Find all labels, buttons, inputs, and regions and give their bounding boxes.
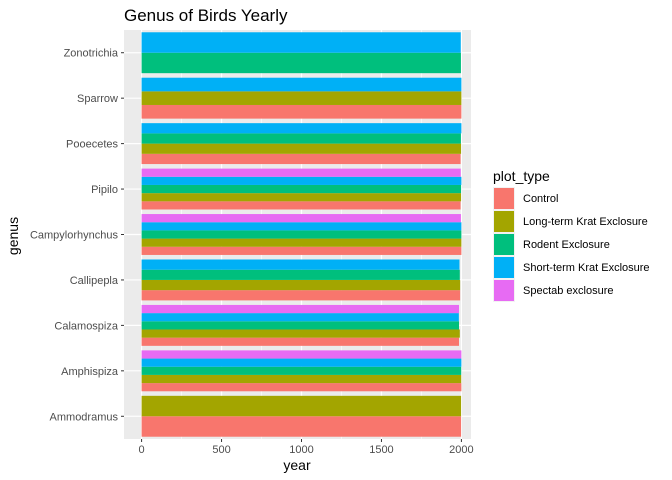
bar — [141, 143, 462, 154]
y-tick-label: Campylorhynchus — [30, 230, 119, 242]
bar — [141, 329, 460, 338]
bar — [141, 193, 462, 202]
y-tick-label: Sparrow — [77, 93, 118, 105]
bar — [141, 184, 462, 194]
legend-key — [494, 234, 514, 255]
x-axis-title: year — [283, 457, 311, 473]
legend: plot_type Control Long-term Krat Exclosur… — [493, 168, 650, 302]
x-tick-label: 0 — [139, 444, 145, 456]
bar — [141, 279, 461, 291]
bar — [141, 123, 462, 134]
bar — [141, 374, 462, 384]
bar — [141, 350, 462, 359]
y-tick-label: Pipilo — [91, 184, 118, 196]
legend-label: Long-term Krat Exclosure — [523, 216, 648, 228]
bar — [141, 304, 460, 314]
bar — [141, 269, 460, 280]
x-tick-label: 1500 — [369, 444, 393, 456]
bar — [141, 259, 460, 270]
y-tick-label: Amphispiza — [61, 366, 119, 378]
bar — [141, 246, 462, 255]
bar — [141, 133, 461, 144]
legend-label: Spectab exclosure — [523, 285, 614, 297]
bar — [141, 395, 462, 417]
legend-title: plot_type — [493, 168, 550, 184]
bar — [141, 52, 461, 74]
bar — [141, 337, 460, 346]
y-axis-title: genus — [5, 217, 21, 255]
bar — [141, 222, 462, 231]
bar — [141, 153, 461, 165]
x-tick-label: 2000 — [449, 444, 473, 456]
legend-label: Control — [523, 193, 558, 205]
bar — [141, 383, 462, 392]
bars — [141, 32, 462, 437]
bar — [141, 77, 462, 92]
bar — [141, 313, 459, 322]
y-tick-label: Pooecetes — [66, 139, 118, 151]
bar — [141, 104, 462, 119]
legend-key — [494, 188, 514, 209]
bar — [141, 168, 461, 177]
y-tick-label: Zonotrichia — [64, 48, 119, 60]
x-axis: 0 500 1000 1500 2000 — [139, 439, 474, 456]
y-tick-label: Callipepla — [70, 275, 119, 287]
bar — [141, 201, 461, 210]
bar — [141, 238, 462, 247]
legend-label: Rodent Exclosure — [523, 239, 610, 251]
bar — [141, 366, 462, 375]
legend-key — [494, 257, 514, 278]
bar — [141, 321, 460, 330]
x-tick-label: 1000 — [289, 444, 313, 456]
bar — [141, 416, 462, 437]
bar — [141, 214, 461, 223]
x-tick-label: 500 — [212, 444, 230, 456]
y-tick-label: Ammodramus — [50, 411, 119, 423]
bar — [141, 91, 462, 105]
y-tick-label: Calamospiza — [54, 320, 118, 332]
bar — [141, 230, 462, 239]
legend-key — [494, 211, 514, 232]
y-axis: Ammodramus Amphispiza Calamospiza Callipepl… — [30, 48, 124, 423]
bar — [141, 176, 462, 185]
bar — [141, 32, 461, 53]
legend-label: Short-term Krat Exclosure — [523, 262, 650, 274]
chart-title: Genus of Birds Yearly — [124, 6, 288, 25]
bar — [141, 290, 461, 301]
bar — [141, 358, 462, 367]
legend-key — [494, 280, 514, 301]
